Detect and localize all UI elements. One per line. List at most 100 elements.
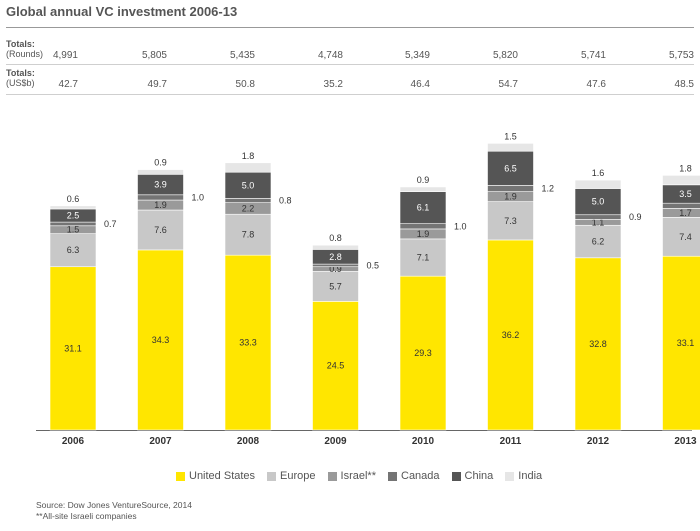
bar-segment-europe: [574, 224, 622, 259]
rounds-total-value: 5,349: [404, 50, 430, 61]
legend-swatch-europe: [267, 471, 277, 481]
x-tick-label: 2013: [674, 436, 697, 447]
data-label-europe: 5.7: [329, 281, 342, 291]
source-note: Source: Dow Jones VentureSource, 2014 **…: [36, 500, 192, 522]
rounds-label-line2: (Rounds): [6, 49, 44, 59]
data-label-india: 0.6: [67, 194, 80, 204]
data-label-europe: 7.6: [154, 225, 167, 235]
bar-segment-europe: [487, 201, 534, 241]
rounds-total-value: 4,991: [52, 50, 78, 61]
data-label-china: 3.5: [679, 189, 692, 199]
data-label-united-states: 36.2: [502, 330, 520, 340]
bar-segment-canada: [312, 263, 359, 268]
legend-label: United States: [189, 470, 256, 482]
x-tick-label: 2011: [500, 436, 522, 447]
chart-title: Global annual VC investment 2006-13: [6, 4, 238, 19]
bar-segment-united-states: [399, 275, 447, 431]
legend-label: India: [518, 470, 543, 482]
legend-label: Europe: [280, 470, 316, 482]
data-label-europe: 7.4: [679, 232, 692, 242]
data-label-israel: 2.2: [242, 203, 255, 213]
legend-item-united-states: United States: [176, 470, 255, 482]
data-label-china: 6.1: [417, 203, 430, 213]
data-label-india: 0.8: [329, 233, 342, 243]
usd-total-value: 46.4: [410, 79, 430, 90]
x-tick-label: 2007: [149, 436, 172, 447]
data-label-united-states: 33.1: [677, 338, 695, 348]
bar-segment-united-states: [137, 249, 184, 431]
bar-segment-united-states: [662, 255, 700, 431]
bar-segment-united-states: [49, 266, 97, 431]
data-label-canada: 0.7: [104, 219, 117, 229]
data-label-europe: 7.3: [504, 216, 517, 226]
data-label-israel: 1.7: [679, 208, 692, 218]
data-label-united-states: 32.8: [589, 339, 607, 349]
title-divider: [6, 27, 694, 28]
legend-item-canada: Canada: [388, 470, 440, 482]
data-label-india: 1.6: [592, 168, 605, 178]
bar-segment-canada: [487, 185, 534, 192]
data-label-canada: 0.9: [629, 212, 642, 222]
data-label-israel: 1.9: [504, 192, 517, 202]
data-label-china: 3.9: [154, 180, 167, 190]
data-label-united-states: 34.3: [152, 335, 170, 345]
rounds-total-value: 5,805: [141, 50, 167, 61]
data-label-canada: 0.8: [279, 196, 292, 206]
legend-swatch-canada: [388, 471, 397, 481]
bar-segment-india: [399, 186, 447, 192]
legend-label: Israel**: [340, 470, 376, 482]
usd-total-value: 35.2: [323, 79, 343, 90]
usd-total-value: 42.7: [58, 79, 78, 90]
source-line: Source: Dow Jones VentureSource, 2014: [36, 500, 192, 510]
data-label-europe: 6.3: [67, 245, 80, 255]
usd-total-value: 54.7: [498, 79, 518, 90]
bar-segment-europe: [312, 271, 359, 302]
usd-label-line1: Totals:: [6, 68, 35, 78]
bar-segment-europe: [224, 213, 272, 256]
bar-segment-india: [574, 179, 622, 189]
data-label-india: 0.9: [417, 175, 430, 185]
legend-item-israel: Israel**: [327, 470, 376, 482]
data-label-europe: 6.2: [592, 237, 605, 247]
rounds-total-value: 5,741: [580, 50, 606, 61]
stacked-bar-chart: 31.1 6.3 1.5 0.7 2.5 0.6 2006 34.3 7.6 1.9 1.0 3.9 0…: [36, 131, 700, 447]
data-label-china: 6.5: [504, 163, 517, 173]
bar-segment-india: [662, 175, 700, 186]
bar-segment-united-states: [487, 239, 534, 431]
bar-segment-united-states: [574, 257, 622, 431]
x-tick-label: 2008: [237, 436, 260, 447]
chart-legend: United States Europe Israel** Canada Chi…: [176, 470, 542, 482]
data-label-china: 5.0: [242, 180, 255, 190]
bar-segment-india: [487, 143, 534, 152]
data-label-india: 1.8: [242, 151, 255, 161]
bar-segment-china: [487, 150, 534, 186]
bar-segment-united-states: [224, 254, 272, 431]
bar-segment-china: [574, 188, 622, 216]
usd-total-value: 47.6: [586, 79, 606, 90]
legend-item-china: China: [451, 470, 494, 482]
legend-swatch-india: [505, 471, 515, 481]
legend-swatch-united-states: [176, 471, 185, 481]
legend-label: China: [464, 470, 494, 482]
usd-total-value: 50.8: [235, 79, 255, 90]
legend-item-india: India: [505, 470, 542, 482]
legend-label: Canada: [401, 470, 440, 482]
bar-segment-united-states: [312, 301, 359, 431]
rounds-total-value: 5,435: [229, 50, 255, 61]
bar-segment-canada: [662, 202, 700, 209]
data-label-united-states: 33.3: [239, 338, 257, 348]
data-label-israel: 1.9: [154, 200, 167, 210]
rounds-total-value: 5,820: [492, 50, 518, 61]
x-tick-label: 2010: [412, 436, 435, 447]
bar-segment-india: [312, 244, 359, 250]
data-label-israel: 1.1: [592, 217, 605, 227]
data-label-china: 2.8: [329, 252, 342, 262]
legend-swatch-china: [451, 471, 461, 481]
bar-segment-europe: [137, 209, 184, 251]
data-label-china: 5.0: [592, 197, 605, 207]
x-tick-label: 2006: [62, 436, 85, 447]
totals-divider: [6, 64, 694, 65]
usd-total-value: 49.7: [147, 79, 167, 90]
data-label-europe: 7.8: [242, 230, 255, 240]
rounds-totals-label: Totals: (Rounds): [6, 39, 43, 59]
